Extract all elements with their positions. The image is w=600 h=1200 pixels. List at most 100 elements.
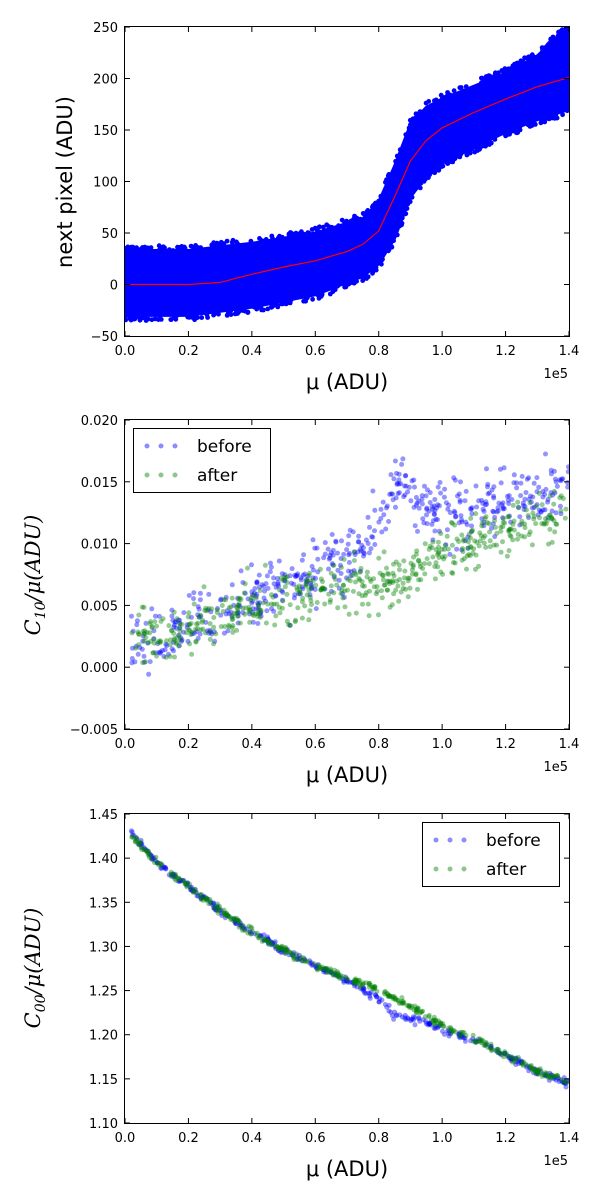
point-after [246, 609, 252, 615]
point-before [410, 1014, 416, 1020]
point-after [282, 574, 287, 580]
point-after [404, 1002, 410, 1008]
point-after [171, 631, 177, 636]
point-before [376, 519, 382, 525]
scatter-point [365, 208, 371, 213]
point-after [484, 1042, 490, 1047]
point-before [442, 486, 448, 492]
point-after [482, 516, 488, 521]
point-before [543, 451, 548, 457]
point-before [411, 504, 417, 510]
point-before [269, 939, 275, 945]
point-after [236, 600, 242, 606]
point-before [151, 628, 157, 634]
point-after [141, 631, 147, 637]
point-before [463, 488, 469, 494]
point-before [394, 480, 400, 486]
point-before [553, 1077, 559, 1083]
point-before [343, 978, 349, 984]
point-after [193, 890, 199, 896]
panel-c10-ticks: 0.0 0.2 0.4 0.6 0.8 1.0 1.2 1.4−0.0050.0000.005… [70, 414, 579, 752]
point-before [322, 540, 328, 546]
point-after [473, 1040, 479, 1046]
point-after [503, 1051, 509, 1057]
scatter-point [326, 224, 332, 229]
point-after [433, 560, 439, 566]
point-before [275, 580, 281, 585]
point-after [515, 531, 521, 537]
point-before [320, 967, 326, 972]
scatter-point [409, 194, 415, 200]
point-before [264, 608, 270, 614]
point-before [347, 550, 352, 556]
x-tick-label: 0.4 [242, 1131, 263, 1146]
point-before [518, 1058, 523, 1064]
point-after [136, 631, 142, 637]
point-before [363, 537, 369, 543]
point-before [421, 520, 427, 526]
point-after [156, 862, 162, 868]
point-before [211, 905, 217, 911]
point-after [272, 622, 278, 628]
point-after [188, 620, 194, 626]
point-before [462, 1038, 468, 1044]
point-before [308, 582, 314, 588]
x-tick-label: 0.8 [368, 344, 389, 359]
point-after [519, 521, 525, 527]
x-tick-label: 1.0 [432, 344, 453, 359]
scatter-point [205, 315, 211, 320]
point-before [395, 491, 401, 496]
point-before [162, 647, 168, 653]
point-before [431, 503, 437, 509]
point-after [151, 636, 157, 642]
point-before [294, 956, 300, 962]
point-before [336, 577, 342, 583]
point-before [352, 549, 357, 555]
point-before [261, 584, 267, 589]
point-after [494, 530, 500, 536]
scatter-point [370, 204, 375, 210]
point-before [133, 835, 139, 840]
point-after [184, 630, 189, 636]
point-before [426, 508, 432, 514]
point-after [311, 961, 317, 967]
panel-c10-marks [129, 451, 569, 677]
point-before [479, 497, 485, 503]
point-before [133, 643, 139, 649]
point-after [469, 528, 475, 534]
point-after [182, 881, 188, 887]
point-before [426, 1020, 432, 1026]
point-after [270, 941, 275, 947]
point-before [156, 650, 162, 655]
point-after [452, 560, 458, 566]
point-before [254, 591, 260, 597]
point-before [507, 513, 512, 519]
point-after [371, 576, 377, 582]
point-before [313, 606, 319, 612]
point-after [374, 584, 380, 590]
point-after [441, 1023, 447, 1029]
point-after [286, 622, 292, 628]
point-after [522, 525, 528, 531]
point-after [283, 575, 289, 581]
point-before [294, 953, 300, 959]
point-after [442, 553, 448, 559]
point-before [233, 921, 239, 926]
point-after [408, 560, 414, 566]
scatter-point [172, 315, 178, 321]
point-after [553, 521, 559, 527]
point-after [331, 590, 337, 596]
point-before [541, 1072, 547, 1078]
point-after [372, 984, 377, 989]
point-after [336, 973, 341, 979]
point-before [255, 621, 261, 626]
point-after [449, 520, 455, 526]
series-mean-line [125, 76, 569, 286]
point-after [480, 535, 486, 541]
point-before [141, 845, 147, 850]
point-after [394, 578, 400, 584]
x-tick-label: 0.0 [115, 1131, 136, 1146]
point-after [255, 611, 261, 617]
point-before [335, 550, 340, 556]
point-after [264, 937, 270, 943]
